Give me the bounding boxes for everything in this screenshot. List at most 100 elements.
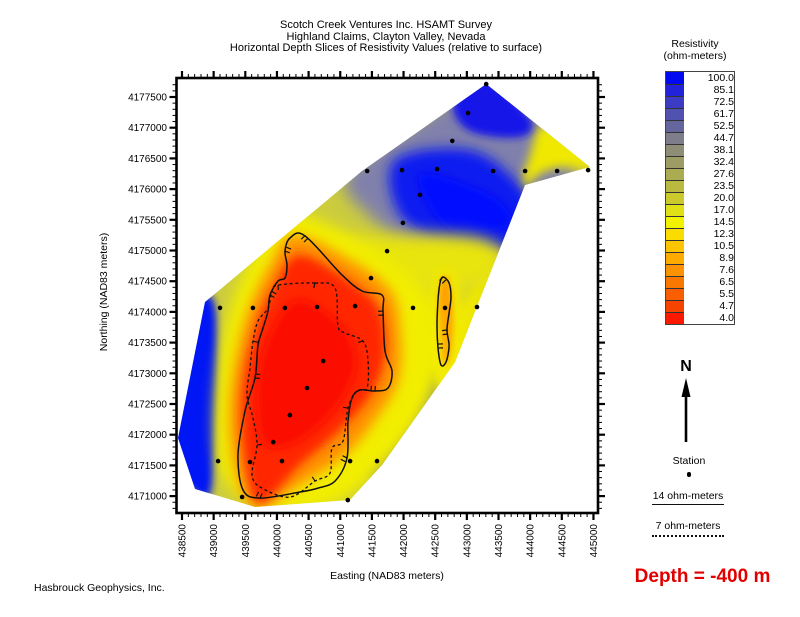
- colorbar-cell: [666, 192, 684, 204]
- station-dot: [368, 275, 374, 281]
- contour-14ohm-hachure: [284, 250, 290, 254]
- contour-14ohm-inner-hachure: [442, 329, 448, 332]
- station-dot: [287, 412, 293, 418]
- station-dot: [474, 304, 480, 310]
- colorbar-label: 61.7: [713, 108, 734, 120]
- dashed-contour-legend: 7 ohm-meters: [652, 520, 724, 537]
- colorbar-row: 52.5: [666, 120, 734, 132]
- station-dot: [239, 494, 245, 500]
- contour-14ohm-inner-hachure: [439, 276, 444, 281]
- colorbar-row: 85.1: [666, 84, 734, 96]
- colorbar-row: 6.5: [666, 276, 734, 288]
- colorbar-row: 61.7: [666, 108, 734, 120]
- north-label: N: [680, 358, 692, 375]
- contour-7ohm: [246, 282, 370, 498]
- contour-7ohm-hachure: [343, 406, 349, 409]
- x-tick-label: 442000: [399, 524, 410, 558]
- colorbar-label: 38.1: [713, 144, 734, 156]
- colorbar-label: 23.5: [713, 180, 734, 192]
- company-credit: Hasbrouck Geophysics, Inc.: [34, 582, 165, 594]
- colorbar-cell: [666, 108, 684, 120]
- colorbar-cell: [666, 252, 684, 264]
- contour-7ohm-hachure: [313, 282, 316, 289]
- x-tick-label: 442500: [431, 524, 442, 558]
- colorbar-label: 44.7: [713, 132, 734, 144]
- colorbar-cell: [666, 240, 684, 252]
- station-dot: [417, 192, 423, 198]
- station-dot: [442, 305, 448, 311]
- colorbar-label: 27.6: [713, 168, 734, 180]
- y-tick-label: 4175000: [128, 246, 167, 257]
- colorbar-row: 32.4: [666, 156, 734, 168]
- x-tick-label: 444000: [526, 524, 537, 558]
- contour-14ohm-hachure: [271, 291, 277, 295]
- solid-contour-legend-label: 14 ohm-meters: [652, 490, 724, 502]
- x-tick-label: 439000: [209, 524, 220, 558]
- station-dot: [345, 497, 351, 503]
- station-dot: [400, 220, 406, 226]
- solid-line-icon: [652, 504, 724, 505]
- colorbar-label: 100.0: [707, 72, 734, 84]
- dotted-line-icon: [652, 535, 724, 537]
- colorbar-label: 5.5: [719, 288, 734, 300]
- colorbar-cell: [666, 168, 684, 180]
- fill-region-top-blue-core: [418, 173, 512, 234]
- colorbar-row: 12.3: [666, 228, 734, 240]
- colorbar-label: 52.5: [713, 120, 734, 132]
- colorbar-row: 14.5: [666, 216, 734, 228]
- colorbar-label: 10.5: [713, 240, 734, 252]
- axis-tick-labels: 438500 439000 439500 440000 440500 441000 4415…: [128, 93, 600, 558]
- station-dot: [410, 305, 416, 311]
- contour-14ohm: [237, 232, 393, 499]
- colorbar-row: 38.1: [666, 144, 734, 156]
- contour-7ohm-hachure: [358, 340, 364, 343]
- y-tick-label: 4172000: [128, 430, 167, 441]
- station-dot: [352, 303, 358, 309]
- station-dot: [374, 458, 380, 464]
- contour-14ohm-inner: [436, 276, 452, 367]
- resistivity-colorbar: 100.0 85.1 72.5 61.7 52.5 44.7 38.1 32.4 27.6 23.…: [665, 71, 735, 325]
- station-dot: [364, 168, 370, 174]
- station-dot: [314, 304, 320, 310]
- y-tick-label: 4175500: [128, 215, 167, 226]
- colorbar-label: 8.9: [719, 252, 734, 264]
- contour-7ohm-hachure: [311, 476, 316, 482]
- contour-14ohm-hachure: [255, 491, 260, 497]
- station-dot: [270, 439, 276, 445]
- colorbar-row: 20.0: [666, 192, 734, 204]
- contour-14ohm-inner-hachure: [442, 333, 448, 336]
- station-dot: [483, 81, 489, 87]
- colorbar-row: 10.5: [666, 240, 734, 252]
- fill-region-red-core: [257, 300, 356, 449]
- colorbar-label: 85.1: [713, 84, 734, 96]
- x-tick-label: 443500: [494, 524, 505, 558]
- axis-ticks: [169, 71, 605, 520]
- contour-14ohm-hachure: [342, 455, 348, 459]
- colorbar-cell: [666, 144, 684, 156]
- colorbar-label: 4.0: [719, 312, 734, 324]
- contour-14ohm-hachure: [286, 246, 292, 250]
- colorbar-row: 7.6: [666, 264, 734, 276]
- colorbar-cell: [666, 180, 684, 192]
- colorbar-row: 4.7: [666, 300, 734, 312]
- title-line-1: Scotch Creek Ventures Inc. HSAMT Survey: [280, 19, 492, 31]
- map-frame: [175, 76, 600, 515]
- colorbar-label: 32.4: [713, 156, 734, 168]
- colorbar-row: 5.5: [666, 288, 734, 300]
- colorbar-row: 23.5: [666, 180, 734, 192]
- title-line-2: Highland Claims, Clayton Valley, Nevada: [286, 30, 486, 43]
- station-dot: [247, 459, 253, 465]
- station-dot: [282, 305, 288, 311]
- y-tick-label: 4174500: [128, 277, 167, 288]
- contour-14ohm-inner-hachure: [441, 279, 447, 284]
- colorbar-cell: [666, 132, 684, 144]
- x-tick-label: 443000: [462, 524, 473, 558]
- colorbar-cell: [666, 276, 684, 288]
- colorbar-row: 44.7: [666, 132, 734, 144]
- y-tick-label: 4171000: [128, 492, 167, 503]
- filled-contour-field: [178, 84, 590, 507]
- x-axis-title: Easting (NAD83 meters): [330, 570, 444, 582]
- x-tick-label: 438500: [178, 524, 189, 558]
- colorbar-label: 7.6: [719, 264, 734, 276]
